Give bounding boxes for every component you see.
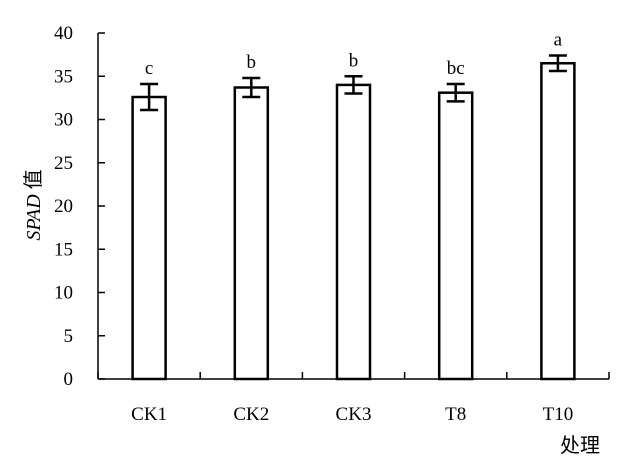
significance-label-t8: bc <box>447 58 465 79</box>
category-label-t10: T10 <box>543 404 574 425</box>
y-axis: 0 5 10 15 20 25 30 35 40 <box>54 23 105 390</box>
bar-ck3 <box>335 83 372 381</box>
error-bar-t10 <box>548 54 567 73</box>
significance-label-ck2: b <box>247 52 257 73</box>
significance-label-t10: a <box>554 29 563 50</box>
y-tick-label: 40 <box>54 23 73 44</box>
error-bar-ck2 <box>242 76 261 99</box>
y-tick-label: 35 <box>54 66 73 87</box>
category-label-ck2: CK2 <box>233 404 269 425</box>
y-tick-label: 5 <box>64 326 74 347</box>
y-tick-label: 30 <box>54 110 73 131</box>
x-axis-title: 处理 <box>560 434 600 457</box>
category-label-ck3: CK3 <box>336 404 372 425</box>
y-tick-label: 20 <box>54 196 73 217</box>
bar-t8 <box>437 91 474 381</box>
significance-label-ck3: b <box>349 50 359 71</box>
error-bar-ck3 <box>344 75 363 95</box>
y-axis-title-italic: SPAD <box>23 194 45 241</box>
labels: c CK1 b CK2 b CK3 bc T8 a T10 <box>131 29 573 425</box>
y-tick-label: 0 <box>64 369 74 390</box>
bar-ck2 <box>233 86 270 381</box>
significance-label-ck1: c <box>145 58 153 79</box>
error-bar-t8 <box>446 82 465 103</box>
error-bar-ck1 <box>140 82 159 112</box>
y-tick-label: 25 <box>54 153 73 174</box>
bar-t10 <box>540 62 576 381</box>
error-bars <box>140 54 567 112</box>
bars <box>131 62 576 381</box>
bar-ck1 <box>131 95 167 381</box>
y-tick-label: 15 <box>54 239 73 260</box>
y-tick-label: 10 <box>54 283 73 304</box>
y-axis-title: SPAD 值 <box>22 169 45 240</box>
y-axis-title-rest: 值 <box>22 169 45 194</box>
category-label-ck1: CK1 <box>131 404 167 425</box>
category-label-t8: T8 <box>445 404 466 425</box>
